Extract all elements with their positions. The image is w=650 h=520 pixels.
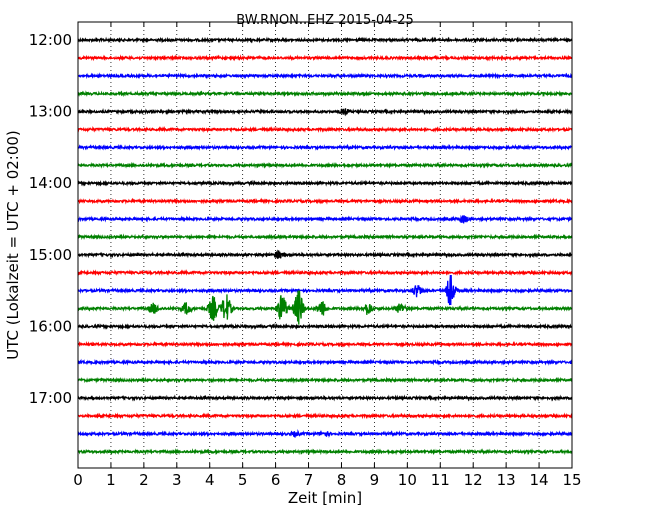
seismic-trace [77, 107, 573, 117]
seismic-trace [77, 358, 573, 366]
seismic-trace [77, 179, 573, 187]
x-tick-label: 4 [205, 471, 215, 489]
seismic-trace [77, 249, 573, 259]
x-tick-label: 10 [398, 471, 417, 489]
seismic-trace [77, 412, 573, 420]
y-tick-label: 15:00 [29, 246, 72, 264]
x-tick-label: 12 [464, 471, 483, 489]
y-tick-label: 17:00 [29, 389, 72, 407]
seismic-trace [77, 233, 573, 241]
x-tick-label: 2 [139, 471, 149, 489]
x-axis-label: Zeit [min] [288, 489, 362, 507]
seismic-trace [77, 269, 573, 277]
seismic-trace [77, 340, 573, 348]
seismic-trace [77, 448, 573, 456]
chart-title: BW.RNON..EHZ 2015-04-25 [236, 13, 414, 28]
y-axis-label: UTC (Lokalzeit = UTC + 02:00) [4, 130, 22, 360]
x-tick-label: 8 [337, 471, 347, 489]
seismic-trace [77, 90, 573, 98]
x-tick-label: 13 [497, 471, 516, 489]
x-tick-label: 3 [172, 471, 182, 489]
seismic-trace [77, 428, 573, 439]
seismic-trace [77, 376, 573, 384]
grid-lines [78, 22, 572, 468]
seismic-trace [77, 143, 573, 151]
y-tick-label: 12:00 [29, 31, 72, 49]
y-tick-label: 16:00 [29, 317, 72, 335]
x-tick-label: 14 [530, 471, 549, 489]
seismic-trace [77, 54, 573, 62]
seismic-trace [77, 290, 573, 325]
plot-frame [77, 21, 573, 469]
seismic-trace [77, 322, 573, 330]
x-tick-label: 0 [73, 471, 83, 489]
seismic-trace [77, 394, 573, 402]
y-tick-label: 13:00 [29, 103, 72, 121]
x-tick-label: 5 [238, 471, 248, 489]
seismic-trace [77, 72, 573, 80]
x-tick-label: 7 [304, 471, 314, 489]
x-tick-label: 15 [562, 471, 581, 489]
axis-ticks: 0 1 2 3 4 5 6 7 8 9 10 11 12 13 14 1512:0013:0014:0015:… [29, 22, 582, 489]
seismic-trace [77, 214, 573, 224]
x-tick-label: 11 [431, 471, 450, 489]
x-tick-label: 9 [370, 471, 380, 489]
seismic-traces [77, 36, 573, 456]
x-tick-label: 1 [106, 471, 116, 489]
seismic-trace [77, 125, 573, 134]
seismic-trace [77, 36, 573, 44]
x-tick-label: 6 [271, 471, 281, 489]
seismic-trace [77, 197, 573, 205]
seismic-trace [77, 161, 573, 169]
seismic-trace [77, 274, 573, 306]
y-tick-label: 14:00 [29, 174, 72, 192]
